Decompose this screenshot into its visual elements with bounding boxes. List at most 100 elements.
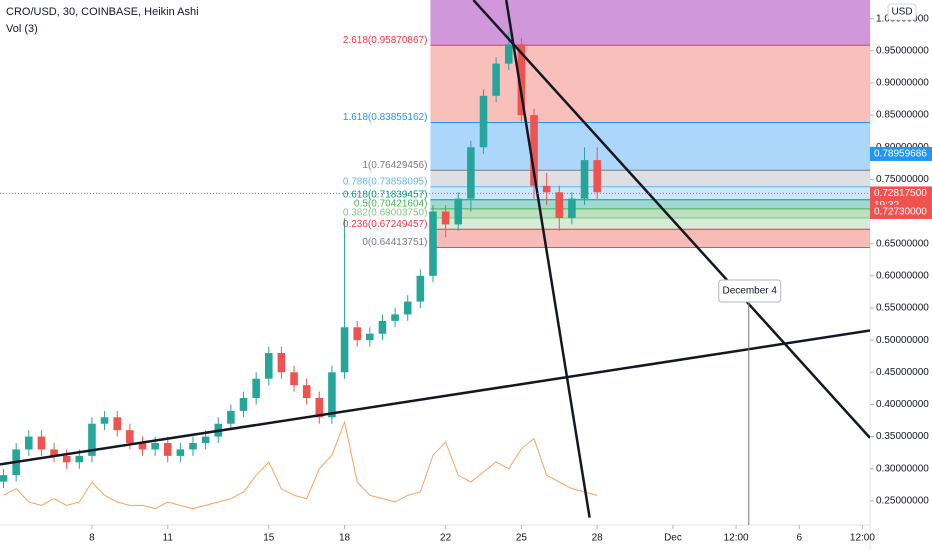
subtitle: Vol (3) [6, 23, 38, 35]
candle-body [580, 160, 589, 199]
fib-zone [430, 170, 870, 187]
price-tag [870, 146, 932, 161]
candle-body [517, 44, 526, 116]
candle-body [492, 63, 500, 96]
candle-body [467, 147, 475, 199]
annotation-text: December 4 [723, 286, 778, 297]
y-tick-label: 0.40000000 [876, 399, 929, 410]
candle-body [328, 372, 336, 418]
candle-body [542, 185, 551, 193]
price-tag-label: 0.78959686 [874, 149, 927, 160]
fib-zone [430, 208, 870, 218]
fib-label: 0.5(0.70421604) [354, 198, 427, 209]
price-tag [870, 204, 932, 219]
y-tick-label: 0.35000000 [876, 431, 929, 442]
candle-body [429, 211, 437, 276]
y-tick-label: 0.30000000 [876, 463, 929, 474]
fib-label: 0.618(0.71839457) [343, 189, 428, 200]
fib-label: 1.618(0.83855162) [343, 112, 428, 123]
y-tick-label: 0.85000000 [876, 110, 929, 121]
y-tick-label: 0.55000000 [876, 303, 929, 314]
candle-body [62, 455, 71, 463]
y-tick-label: 0.60000000 [876, 270, 929, 281]
candle-body [353, 327, 361, 341]
y-tick-label: 0.95000000 [876, 45, 929, 56]
candle-body [454, 198, 463, 225]
fib-label: 1(0.76429456) [362, 160, 427, 171]
candle-body [340, 327, 349, 373]
candle-body [555, 192, 564, 218]
candle-body [530, 115, 538, 186]
fib-zone [430, 186, 870, 200]
candle-body [403, 301, 412, 315]
x-tick-label: Dec [664, 533, 682, 544]
trend-line [0, 329, 870, 466]
candle-body [441, 211, 450, 225]
x-tick-label: 15 [263, 533, 275, 544]
fib-zone [430, 217, 870, 230]
price-tag-label: 0.72730000 [874, 207, 927, 218]
trend-line [505, 0, 591, 518]
candle-body [391, 314, 399, 321]
fib-label: 0(0.64413751) [362, 237, 427, 248]
fib-label: 2.618(0.95870867) [343, 35, 428, 46]
fib-top-zone [430, 0, 870, 46]
candle-body [138, 443, 147, 450]
x-tick-label: 22 [440, 533, 452, 544]
currency-box[interactable] [887, 3, 917, 21]
candle-body [113, 417, 122, 431]
candle-body [0, 475, 8, 482]
candle-body [593, 160, 601, 193]
volume-line [3, 420, 598, 510]
fib-zone [430, 199, 870, 209]
y-tick-label: 0.25000000 [876, 496, 929, 507]
candle-body [277, 353, 286, 373]
candle-body [201, 436, 210, 444]
price-tag-label: 0.72817500 [874, 188, 927, 199]
x-tick-label: 25 [516, 533, 528, 544]
candle-body [366, 333, 374, 341]
candle-body [25, 436, 33, 450]
candle-body [504, 44, 513, 64]
candle-body [378, 320, 387, 334]
candle-body [568, 198, 576, 218]
x-tick-label: 18 [339, 533, 351, 544]
plot [0, 0, 870, 525]
candle-body [290, 372, 298, 386]
x-tick-label: 12:00 [850, 533, 875, 544]
x-tick-label: 6 [796, 533, 802, 544]
fib-zone [430, 229, 870, 248]
candle-body [264, 353, 273, 379]
candle-body [126, 430, 134, 444]
y-tick-label: 0.45000000 [876, 367, 929, 378]
x-tick-label: 8 [89, 533, 95, 544]
x-tick-label: 11 [163, 533, 174, 544]
candle-body [302, 385, 311, 399]
fib-label: 0.786(0.73858095) [343, 176, 428, 187]
candle-body [88, 423, 96, 456]
y-tick-label: 0.50000000 [876, 335, 929, 346]
fib-label: 0.382(0.69003750) [343, 208, 428, 219]
fib-zone [430, 45, 870, 123]
candle-body [151, 443, 159, 450]
candle-body [163, 443, 172, 456]
candle-body [315, 398, 324, 418]
x-tick-label: 28 [592, 533, 604, 544]
annotation-box [718, 279, 782, 303]
candle-body [75, 455, 84, 463]
x-tick-label: 12:00 [724, 533, 749, 544]
currency[interactable]: USD [891, 7, 912, 18]
price-axis-bg [870, 0, 932, 550]
y-tick-label: 0.65000000 [876, 238, 929, 249]
candle-body [239, 398, 248, 411]
candle-body [189, 443, 197, 450]
y-tick-label: 0.75000000 [876, 174, 929, 185]
y-tick-label: 0.90000000 [876, 78, 929, 89]
trend-line [472, 0, 870, 439]
candle-body [37, 436, 46, 450]
fib-label: 0.236(0.67249457) [343, 219, 428, 230]
candle-body [176, 449, 185, 456]
candle-body [227, 410, 235, 424]
candle-body [252, 378, 260, 399]
